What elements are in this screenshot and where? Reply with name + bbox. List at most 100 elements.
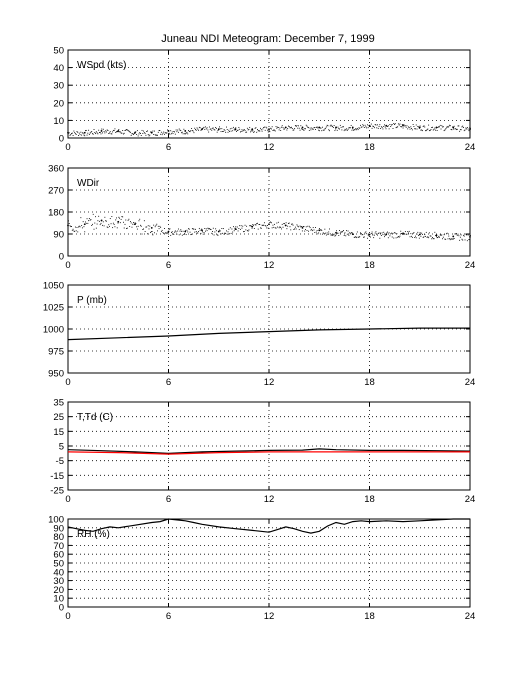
data-sample [458,125,460,127]
data-point [469,128,471,131]
data-sample [383,231,385,233]
data-sample [434,231,436,233]
data-sample [397,236,399,238]
data-point [201,229,203,232]
data-sample [161,229,163,231]
data-sample [469,239,471,241]
data-sample [404,231,406,233]
data-sample [276,222,278,224]
data-sample [370,125,371,127]
data-sample [248,128,250,130]
data-sample [423,236,425,238]
data-sample [358,127,360,129]
data-sample [72,228,74,230]
data-sample [397,123,399,125]
data-sample [318,129,320,131]
data-sample [387,125,389,127]
data-sample [239,128,241,130]
data-sample [87,222,89,224]
data-sample [361,126,363,128]
data-sample [371,231,373,233]
data-sample [118,216,120,218]
data-sample [148,228,150,230]
data-sample [447,238,449,240]
data-sample [466,128,468,130]
data-sample [149,225,151,227]
data-sample [459,129,461,131]
data-sample [116,227,118,229]
data-sample [219,230,221,232]
data-sample [430,128,432,130]
data-sample [233,128,235,130]
data-sample [106,226,108,228]
data-sample [160,133,162,135]
data-sample [269,131,271,133]
data-sample [143,132,145,134]
data-sample [212,231,213,232]
data-sample [145,226,147,228]
y-tick-label: 975 [48,347,64,358]
data-point [83,223,86,226]
data-sample [394,123,395,125]
data-sample [69,225,71,227]
data-sample [129,131,131,133]
data-sample [143,228,145,230]
data-sample [452,126,454,128]
data-point [452,235,455,238]
data-sample [150,232,152,234]
data-point [469,236,471,238]
data-sample [85,222,87,224]
data-sample [223,233,225,235]
data-sample [215,228,217,230]
data-sample [463,234,464,236]
data-sample [365,126,367,128]
data-sample [421,233,423,235]
data-sample [446,125,448,127]
data-sample [372,234,374,236]
data-sample [249,225,251,227]
data-sample [219,128,221,130]
data-sample [166,233,168,235]
data-sample [76,131,78,133]
data-sample [68,132,69,134]
data-sample [333,233,335,235]
data-sample [393,237,395,239]
data-sample [232,126,234,128]
data-sample [229,233,231,235]
data-sample [197,232,199,234]
data-sample [394,123,396,125]
data-sample [315,231,317,233]
data-sample [214,129,216,131]
data-sample [124,223,126,225]
data-sample [239,225,241,227]
data-sample [343,130,345,132]
data-sample [128,130,130,132]
data-sample [332,126,334,127]
data-sample [311,127,313,129]
data-sample [443,234,445,236]
data-sample [342,126,344,128]
data-sample [148,135,150,137]
data-sample [185,132,187,134]
data-sample [181,230,182,232]
data-sample [209,228,211,230]
data-sample [428,124,430,126]
data-sample [164,133,165,135]
data-sample [69,134,71,136]
data-sample [112,131,114,133]
data-sample [384,126,386,128]
data-sample [362,124,364,126]
data-sample [136,130,138,132]
data-sample [87,132,89,134]
data-sample [167,133,169,134]
data-sample [116,217,117,219]
data-sample [451,129,453,131]
data-sample [318,232,320,234]
data-sample [228,228,230,230]
data-sample [252,129,254,131]
data-sample [382,128,384,130]
data-sample [247,230,249,232]
data-point [335,231,337,234]
data-sample [199,127,201,129]
data-sample [305,124,307,126]
